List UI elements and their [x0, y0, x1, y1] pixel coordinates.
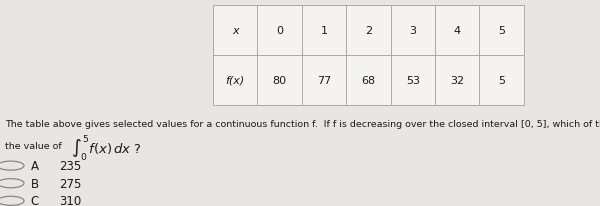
Text: 310: 310 — [59, 194, 81, 206]
Text: B: B — [31, 177, 39, 190]
Text: f(x): f(x) — [226, 75, 245, 85]
Text: 80: 80 — [272, 75, 287, 85]
Text: 0: 0 — [276, 26, 283, 36]
Text: 53: 53 — [406, 75, 420, 85]
Bar — [479, 56, 524, 105]
Bar — [346, 6, 391, 56]
Bar — [435, 56, 479, 105]
Text: 77: 77 — [317, 75, 331, 85]
Bar — [257, 56, 302, 105]
Text: $\int_{0}^{5} f(x)\,dx$ ?: $\int_{0}^{5} f(x)\,dx$ ? — [71, 132, 142, 162]
Bar — [302, 56, 346, 105]
Text: 68: 68 — [361, 75, 376, 85]
Text: A: A — [31, 159, 39, 172]
Bar — [213, 6, 257, 56]
Bar — [346, 56, 391, 105]
Text: 5: 5 — [498, 75, 505, 85]
Bar — [479, 6, 524, 56]
Text: C: C — [31, 194, 39, 206]
Text: 2: 2 — [365, 26, 372, 36]
Bar — [302, 6, 346, 56]
Bar — [391, 56, 435, 105]
Text: 235: 235 — [59, 159, 81, 172]
Bar — [213, 56, 257, 105]
Bar — [391, 6, 435, 56]
Text: x: x — [232, 26, 239, 36]
Text: 1: 1 — [320, 26, 328, 36]
Text: 32: 32 — [450, 75, 464, 85]
Text: the value of: the value of — [5, 142, 62, 151]
Bar — [435, 6, 479, 56]
Bar — [257, 6, 302, 56]
Text: 5: 5 — [498, 26, 505, 36]
Text: 4: 4 — [454, 26, 461, 36]
Text: 275: 275 — [59, 177, 81, 190]
Text: The table above gives selected values for a continuous function f.  If f is decr: The table above gives selected values fo… — [5, 119, 600, 128]
Text: 3: 3 — [409, 26, 416, 36]
